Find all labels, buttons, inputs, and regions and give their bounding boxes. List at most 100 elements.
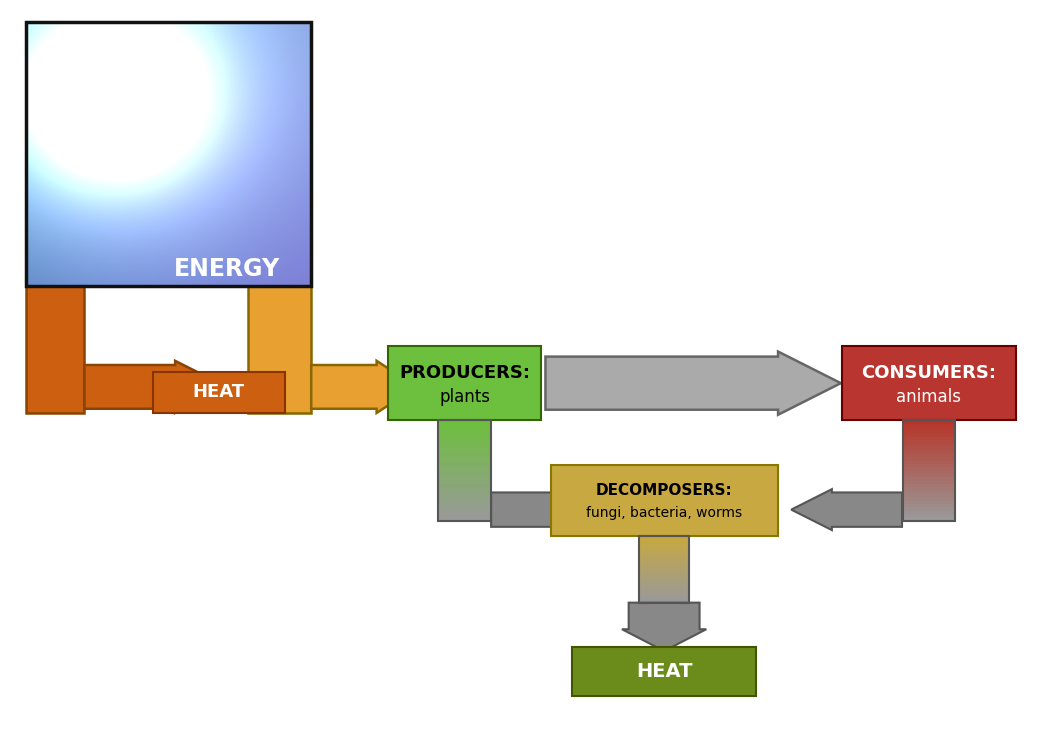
FancyBboxPatch shape xyxy=(439,457,491,461)
FancyBboxPatch shape xyxy=(638,596,690,599)
FancyBboxPatch shape xyxy=(439,478,491,481)
FancyBboxPatch shape xyxy=(439,430,491,434)
FancyBboxPatch shape xyxy=(902,494,956,497)
FancyBboxPatch shape xyxy=(638,556,690,559)
FancyBboxPatch shape xyxy=(551,465,778,536)
FancyBboxPatch shape xyxy=(439,484,491,487)
FancyBboxPatch shape xyxy=(439,437,491,440)
FancyBboxPatch shape xyxy=(439,494,491,497)
FancyBboxPatch shape xyxy=(902,501,956,504)
FancyBboxPatch shape xyxy=(638,546,690,549)
Polygon shape xyxy=(311,361,417,413)
FancyBboxPatch shape xyxy=(902,424,956,427)
FancyBboxPatch shape xyxy=(638,583,690,586)
FancyBboxPatch shape xyxy=(638,562,690,565)
FancyBboxPatch shape xyxy=(439,474,491,478)
FancyBboxPatch shape xyxy=(902,507,956,510)
FancyBboxPatch shape xyxy=(439,487,491,491)
FancyBboxPatch shape xyxy=(439,454,491,457)
FancyBboxPatch shape xyxy=(388,346,541,420)
FancyBboxPatch shape xyxy=(902,437,956,440)
FancyBboxPatch shape xyxy=(902,440,956,443)
FancyBboxPatch shape xyxy=(248,286,311,413)
FancyBboxPatch shape xyxy=(439,464,491,467)
FancyBboxPatch shape xyxy=(638,576,690,579)
FancyBboxPatch shape xyxy=(638,559,690,562)
FancyBboxPatch shape xyxy=(902,450,956,454)
FancyBboxPatch shape xyxy=(902,420,956,424)
FancyBboxPatch shape xyxy=(153,372,285,413)
FancyBboxPatch shape xyxy=(902,447,956,450)
FancyBboxPatch shape xyxy=(439,501,491,504)
FancyBboxPatch shape xyxy=(439,443,491,447)
FancyBboxPatch shape xyxy=(638,536,690,539)
FancyBboxPatch shape xyxy=(638,569,690,573)
Text: fungi, bacteria, worms: fungi, bacteria, worms xyxy=(587,506,742,520)
FancyBboxPatch shape xyxy=(638,579,690,583)
FancyBboxPatch shape xyxy=(439,447,491,450)
Polygon shape xyxy=(791,490,902,530)
FancyBboxPatch shape xyxy=(439,518,491,521)
Polygon shape xyxy=(84,361,227,413)
FancyBboxPatch shape xyxy=(439,424,491,427)
Text: HEAT: HEAT xyxy=(193,383,245,402)
FancyBboxPatch shape xyxy=(902,467,956,470)
FancyBboxPatch shape xyxy=(902,487,956,491)
FancyBboxPatch shape xyxy=(439,450,491,454)
FancyBboxPatch shape xyxy=(902,461,956,464)
FancyBboxPatch shape xyxy=(439,498,491,501)
FancyBboxPatch shape xyxy=(638,565,690,569)
Text: plants: plants xyxy=(439,388,491,405)
FancyBboxPatch shape xyxy=(439,461,491,464)
FancyBboxPatch shape xyxy=(842,346,1016,420)
FancyBboxPatch shape xyxy=(902,504,956,507)
FancyBboxPatch shape xyxy=(638,549,690,552)
FancyBboxPatch shape xyxy=(439,470,491,474)
FancyBboxPatch shape xyxy=(902,478,956,481)
FancyBboxPatch shape xyxy=(902,434,956,437)
FancyBboxPatch shape xyxy=(439,481,491,484)
Text: CONSUMERS:: CONSUMERS: xyxy=(862,364,996,382)
FancyBboxPatch shape xyxy=(902,464,956,467)
Text: ENERGY: ENERGY xyxy=(174,257,280,281)
FancyBboxPatch shape xyxy=(439,507,491,510)
FancyBboxPatch shape xyxy=(902,474,956,478)
FancyBboxPatch shape xyxy=(902,484,956,487)
FancyBboxPatch shape xyxy=(902,457,956,461)
FancyBboxPatch shape xyxy=(439,467,491,470)
FancyBboxPatch shape xyxy=(439,491,491,494)
Text: HEAT: HEAT xyxy=(636,662,692,681)
FancyBboxPatch shape xyxy=(439,510,491,514)
FancyBboxPatch shape xyxy=(902,498,956,501)
FancyBboxPatch shape xyxy=(439,427,491,430)
FancyBboxPatch shape xyxy=(572,647,756,696)
FancyBboxPatch shape xyxy=(902,518,956,521)
FancyBboxPatch shape xyxy=(902,454,956,457)
FancyBboxPatch shape xyxy=(902,491,956,494)
FancyBboxPatch shape xyxy=(902,430,956,434)
Text: DECOMPOSERS:: DECOMPOSERS: xyxy=(596,483,732,498)
FancyBboxPatch shape xyxy=(26,286,84,413)
FancyBboxPatch shape xyxy=(902,481,956,484)
FancyBboxPatch shape xyxy=(439,504,491,507)
FancyBboxPatch shape xyxy=(638,586,690,589)
Polygon shape xyxy=(545,352,841,414)
FancyBboxPatch shape xyxy=(638,589,690,592)
FancyBboxPatch shape xyxy=(902,470,956,474)
FancyBboxPatch shape xyxy=(638,542,690,546)
Polygon shape xyxy=(492,490,602,530)
FancyBboxPatch shape xyxy=(638,539,690,542)
FancyBboxPatch shape xyxy=(638,573,690,576)
Polygon shape xyxy=(621,603,707,651)
FancyBboxPatch shape xyxy=(902,510,956,514)
FancyBboxPatch shape xyxy=(439,440,491,443)
Text: animals: animals xyxy=(897,388,961,405)
Text: PRODUCERS:: PRODUCERS: xyxy=(399,364,531,382)
FancyBboxPatch shape xyxy=(902,443,956,447)
FancyBboxPatch shape xyxy=(439,420,491,424)
FancyBboxPatch shape xyxy=(902,427,956,430)
FancyBboxPatch shape xyxy=(638,599,690,603)
FancyBboxPatch shape xyxy=(638,552,690,556)
FancyBboxPatch shape xyxy=(638,592,690,596)
FancyBboxPatch shape xyxy=(439,434,491,437)
